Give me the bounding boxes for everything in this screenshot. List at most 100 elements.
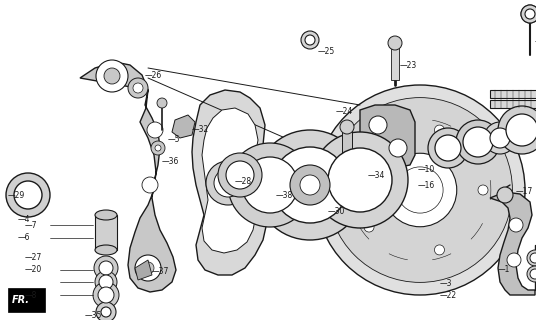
Circle shape xyxy=(155,145,161,151)
Text: —8: —8 xyxy=(25,291,38,300)
Bar xyxy=(391,45,399,80)
Circle shape xyxy=(214,169,242,197)
Circle shape xyxy=(226,161,254,189)
Circle shape xyxy=(497,187,513,203)
Polygon shape xyxy=(202,108,258,253)
Circle shape xyxy=(96,60,128,92)
Text: —7: —7 xyxy=(25,221,38,230)
Circle shape xyxy=(530,253,536,263)
Circle shape xyxy=(364,148,374,158)
Circle shape xyxy=(527,250,536,266)
Bar xyxy=(490,90,536,98)
Polygon shape xyxy=(490,192,535,295)
Circle shape xyxy=(14,181,42,209)
Circle shape xyxy=(478,185,488,195)
Text: —34: —34 xyxy=(368,171,385,180)
Circle shape xyxy=(101,307,111,317)
Circle shape xyxy=(151,141,165,155)
Text: —5: —5 xyxy=(168,135,181,145)
Bar xyxy=(342,128,352,153)
Circle shape xyxy=(383,153,457,227)
Circle shape xyxy=(525,9,535,19)
Circle shape xyxy=(147,122,163,138)
Circle shape xyxy=(509,218,523,232)
Circle shape xyxy=(507,253,521,267)
Text: —30: —30 xyxy=(328,207,345,217)
Polygon shape xyxy=(192,90,267,275)
Polygon shape xyxy=(8,288,45,312)
Text: FR.: FR. xyxy=(12,295,30,305)
Circle shape xyxy=(6,173,50,217)
Circle shape xyxy=(328,148,392,212)
Circle shape xyxy=(95,271,117,293)
Circle shape xyxy=(456,120,500,164)
Circle shape xyxy=(315,85,525,295)
Circle shape xyxy=(364,222,374,232)
Ellipse shape xyxy=(95,210,117,220)
Circle shape xyxy=(104,68,120,84)
Circle shape xyxy=(530,269,536,279)
Text: —10: —10 xyxy=(418,165,435,174)
Bar xyxy=(490,100,536,108)
Circle shape xyxy=(521,5,536,23)
Circle shape xyxy=(272,147,348,223)
Circle shape xyxy=(327,98,512,283)
Circle shape xyxy=(157,98,167,108)
Circle shape xyxy=(242,157,298,213)
Circle shape xyxy=(463,127,493,157)
Text: —26: —26 xyxy=(145,70,162,79)
Circle shape xyxy=(369,116,387,134)
Circle shape xyxy=(340,120,354,134)
Text: —22: —22 xyxy=(440,292,457,300)
Circle shape xyxy=(94,256,118,280)
Circle shape xyxy=(128,78,148,98)
Text: —20: —20 xyxy=(25,266,42,275)
Text: —16: —16 xyxy=(418,180,435,189)
Circle shape xyxy=(142,177,158,193)
Circle shape xyxy=(435,135,461,161)
Text: —37: —37 xyxy=(152,268,169,276)
Polygon shape xyxy=(135,260,152,280)
Text: —23: —23 xyxy=(400,60,417,69)
Circle shape xyxy=(133,83,143,93)
Circle shape xyxy=(527,266,536,282)
Text: —17: —17 xyxy=(516,188,533,196)
Text: —27: —27 xyxy=(25,253,42,262)
Circle shape xyxy=(498,106,536,154)
Bar xyxy=(95,215,117,250)
Text: —38: —38 xyxy=(276,190,293,199)
Circle shape xyxy=(93,282,119,308)
Circle shape xyxy=(290,165,330,205)
Bar xyxy=(518,112,536,118)
Circle shape xyxy=(206,161,250,205)
Circle shape xyxy=(218,153,262,197)
Text: —29: —29 xyxy=(8,191,25,201)
Polygon shape xyxy=(360,105,415,168)
Text: —25: —25 xyxy=(318,47,335,57)
Text: —28: —28 xyxy=(235,178,252,187)
Circle shape xyxy=(255,130,365,240)
Polygon shape xyxy=(80,62,176,292)
Ellipse shape xyxy=(95,245,117,255)
Circle shape xyxy=(388,36,402,50)
Circle shape xyxy=(428,128,468,168)
Bar xyxy=(518,118,536,124)
Text: —24: —24 xyxy=(336,108,353,116)
Text: —25: —25 xyxy=(535,37,536,46)
Circle shape xyxy=(397,167,443,213)
Text: —3: —3 xyxy=(440,279,452,289)
Circle shape xyxy=(301,31,319,49)
Circle shape xyxy=(305,35,315,45)
Circle shape xyxy=(484,122,516,154)
Circle shape xyxy=(99,261,113,275)
Text: —36: —36 xyxy=(162,157,180,166)
Circle shape xyxy=(142,262,154,274)
Circle shape xyxy=(300,175,320,195)
Circle shape xyxy=(389,139,407,157)
Circle shape xyxy=(435,245,444,255)
Circle shape xyxy=(506,114,536,146)
Polygon shape xyxy=(172,115,195,138)
Circle shape xyxy=(96,302,116,320)
Circle shape xyxy=(312,132,408,228)
Circle shape xyxy=(521,5,536,23)
